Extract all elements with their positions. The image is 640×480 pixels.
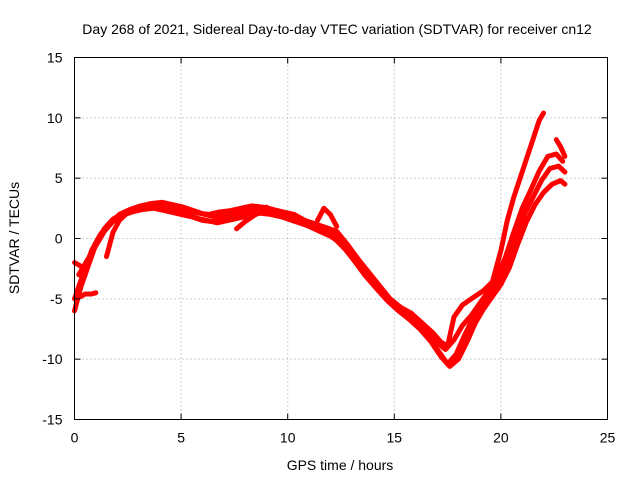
series-line-9 [315, 205, 340, 229]
chart-title: Day 268 of 2021, Sidereal Day-to-day VTE… [82, 21, 592, 37]
series-line-4 [76, 178, 568, 369]
x-tick-label: 25 [600, 430, 616, 446]
y-tick-label: 0 [55, 231, 63, 247]
series-layer [72, 110, 568, 369]
series-line-5 [78, 290, 99, 299]
tick-labels: 0 5 10 15 20 25 -15 -10 -5 0 5 10 15 [42, 50, 615, 446]
y-tick-label: -10 [42, 351, 62, 367]
y-tick-label: -15 [42, 412, 62, 428]
x-axis-label: GPS time / hours [287, 457, 394, 473]
x-tick-label: 10 [280, 430, 296, 446]
x-tick-label: 20 [493, 430, 509, 446]
series-line-8 [234, 204, 269, 232]
y-tick-label: -5 [50, 291, 63, 307]
y-axis-label: SDTVAR / TECUs [6, 182, 22, 294]
series-line-3 [74, 163, 568, 367]
y-tick-label: 5 [55, 170, 63, 186]
x-tick-label: 0 [71, 430, 79, 446]
x-tick-label: 5 [177, 430, 185, 446]
grid [74, 57, 608, 420]
series-line-7 [104, 211, 129, 260]
y-tick-label: 10 [47, 110, 63, 126]
axis-ticks [74, 57, 608, 420]
series-line-10 [553, 137, 568, 159]
series-line-6 [72, 260, 86, 270]
x-tick-label: 15 [387, 430, 403, 446]
y-tick-label: 15 [47, 50, 63, 66]
